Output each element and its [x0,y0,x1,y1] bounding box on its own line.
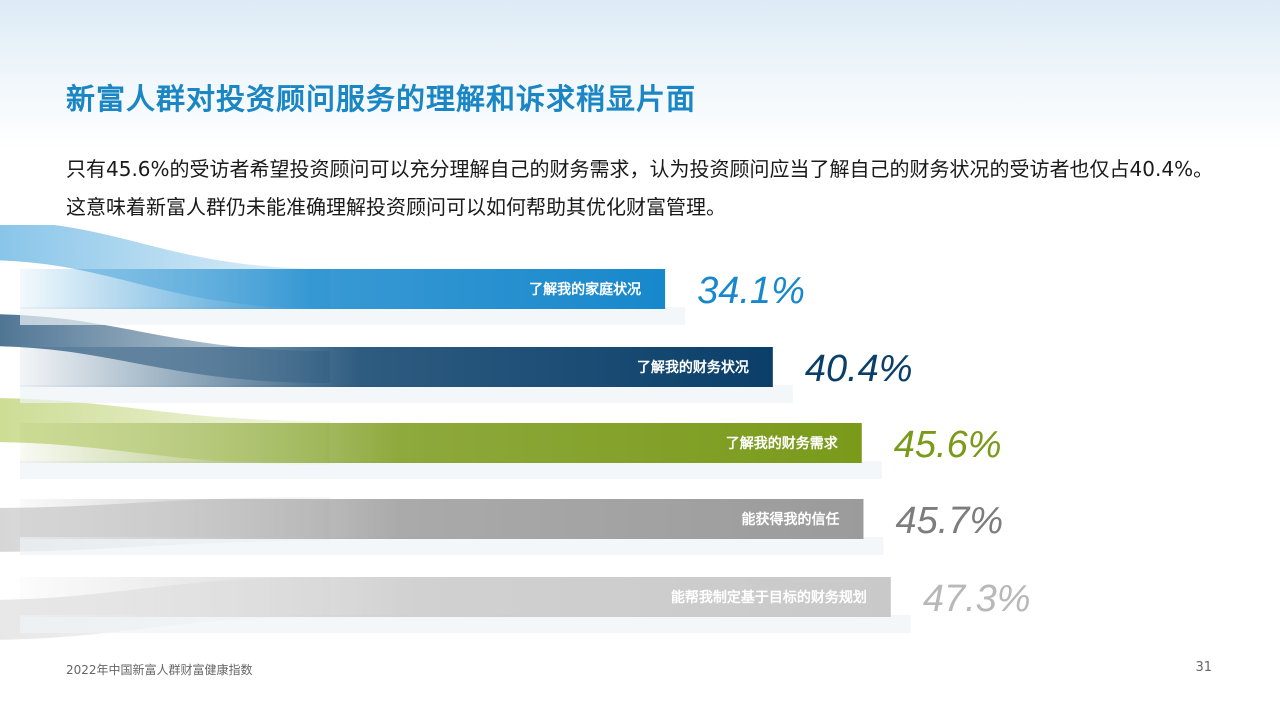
bar-category-labels: 了解我的家庭状况了解我的财务状况了解我的财务需求能获得我的信任能帮我制定基于目标… [529,281,867,606]
header-background [0,0,1280,150]
value-label-2: 45.6% [894,424,1002,466]
bar-0 [20,269,666,309]
bar-shadow-1 [20,385,793,403]
bar-label-3: 能获得我的信任 [741,511,839,528]
bar-shadow-2 [20,461,882,479]
value-label-1: 40.4% [805,348,913,390]
bar-label-2: 了解我的财务需求 [726,435,839,452]
value-label-4: 47.3% [923,578,1031,620]
bar-3 [20,499,864,539]
bar-series [20,269,911,633]
bar-label-0: 了解我的家庭状况 [529,281,641,298]
bar-1 [20,347,773,387]
value-label-0: 34.1% [697,270,805,312]
horizontal-bar-chart: 了解我的家庭状况了解我的财务状况了解我的财务需求能获得我的信任能帮我制定基于目标… [0,225,1031,640]
bar-2 [20,423,862,463]
bar-shadow-3 [20,537,884,555]
value-label-3: 45.7% [895,500,1003,542]
page-title: 新富人群对投资顾问服务的理解和诉求稍显片面 [66,82,697,116]
bar-shadow-4 [20,615,911,633]
bar-label-4: 能帮我制定基于目标的财务规划 [671,589,867,606]
bar-value-labels: 34.1%40.4% 45.6% 45.7% 47.3% [697,270,1030,620]
report-name: 2022年中国新富人群财富健康指数 [66,663,253,677]
page-number: 31 [1195,660,1212,675]
bar-shadow-0 [20,307,686,325]
bar-label-1: 了解我的财务状况 [637,359,749,376]
bar-4 [20,577,891,617]
description-text: 只有45.6%的受访者希望投资顾问可以充分理解自己的财务需求，认为投资顾问应当了… [66,157,1214,219]
